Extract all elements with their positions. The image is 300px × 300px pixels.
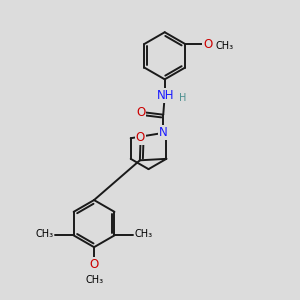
Text: H: H	[179, 94, 187, 103]
Text: O: O	[136, 106, 145, 119]
Text: O: O	[89, 258, 99, 271]
Text: CH₃: CH₃	[35, 229, 53, 239]
Text: O: O	[136, 131, 145, 144]
Text: N: N	[159, 126, 168, 140]
Text: CH₃: CH₃	[135, 229, 153, 239]
Text: NH: NH	[157, 89, 174, 102]
Text: CH₃: CH₃	[85, 274, 104, 285]
Text: O: O	[203, 38, 212, 50]
Text: CH₃: CH₃	[216, 41, 234, 51]
